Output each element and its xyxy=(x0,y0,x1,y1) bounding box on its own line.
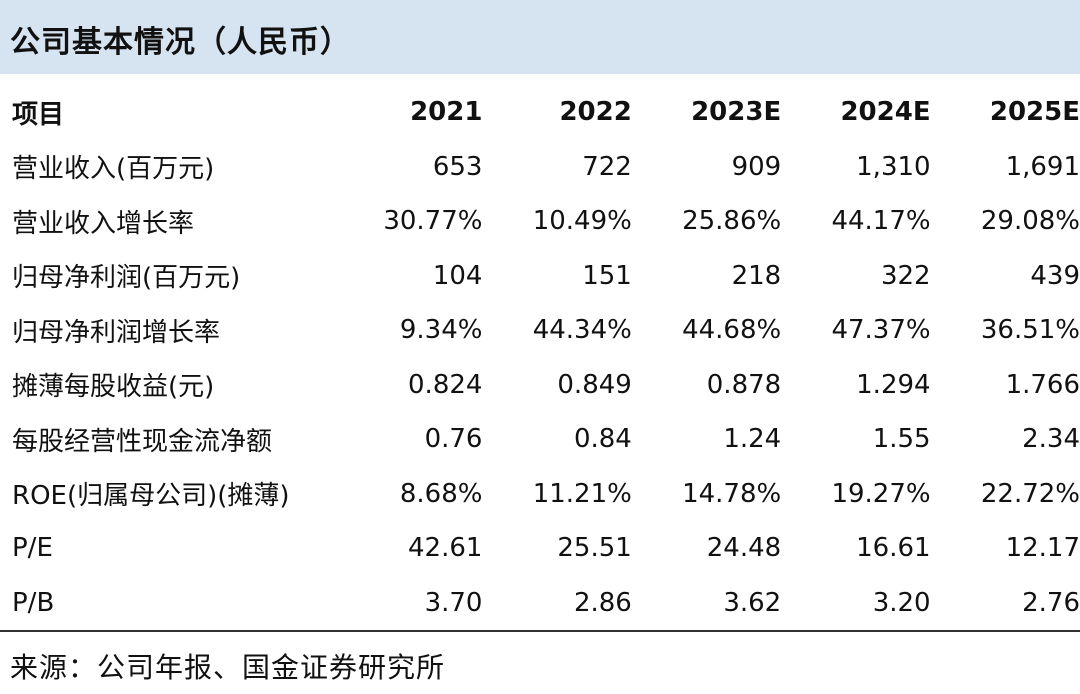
cell-value: 3.20 xyxy=(872,587,931,618)
table-row: P/E 42.61 25.51 24.48 16.61 12.17 xyxy=(0,521,1080,576)
table-row: 归母净利润增长率 9.34% 44.34% 44.68% 47.37% 36.5… xyxy=(0,303,1080,358)
cell-value: 1,691 xyxy=(1005,151,1080,182)
cell-value: 1.294 xyxy=(856,369,931,400)
cell-value: 44.17% xyxy=(831,206,931,237)
footer-divider xyxy=(0,630,1080,632)
table-row: ROE(归属母公司)(摊薄) 8.68% 11.21% 14.78% 19.27… xyxy=(0,467,1080,522)
cell-value: 29.08% xyxy=(980,206,1080,237)
cell-value: 19.27% xyxy=(831,478,931,509)
cell-value: 47.37% xyxy=(831,315,931,346)
cell-value: 44.34% xyxy=(532,315,632,346)
source-note: 来源：公司年报、国金证券研究所 xyxy=(10,651,446,684)
cell-value: 104 xyxy=(432,260,483,291)
row-label: 营业收入(百万元) xyxy=(12,154,215,185)
cell-value: 24.48 xyxy=(706,533,782,564)
cell-value: 151 xyxy=(582,260,632,291)
cell-value: 439 xyxy=(1030,260,1080,291)
cell-value: 1,310 xyxy=(856,151,931,182)
header-year-2023e: 2023E xyxy=(691,97,782,128)
header-year-2021: 2021 xyxy=(410,97,483,128)
row-label: P/B xyxy=(12,587,55,618)
cell-value: 909 xyxy=(731,151,782,182)
cell-value: 36.51% xyxy=(980,315,1080,346)
cell-value: 653 xyxy=(432,151,483,182)
row-label: P/E xyxy=(12,533,53,564)
cell-value: 25.51 xyxy=(557,533,632,564)
cell-value: 1.55 xyxy=(872,424,931,455)
cell-value: 3.70 xyxy=(424,587,483,618)
cell-value: 0.84 xyxy=(573,424,632,455)
table-row: P/B 3.70 2.86 3.62 3.20 2.76 xyxy=(0,576,1080,631)
table-row: 每股经营性现金流净额 0.76 0.84 1.24 1.55 2.34 xyxy=(0,412,1080,467)
cell-value: 10.49% xyxy=(532,206,632,237)
cell-value: 0.878 xyxy=(706,369,782,400)
header-year-2025e: 2025E xyxy=(989,97,1080,128)
cell-value: 16.61 xyxy=(856,533,931,564)
cell-value: 1.24 xyxy=(723,424,782,455)
cell-value: 0.824 xyxy=(408,369,483,400)
cell-value: 30.77% xyxy=(383,206,483,237)
financial-summary-table: 项目 2021 2022 2023E 2024E 2025E 营业收入(百万元)… xyxy=(0,85,1080,630)
cell-value: 322 xyxy=(880,260,931,291)
cell-value: 8.68% xyxy=(399,478,483,509)
cell-value: 2.34 xyxy=(1022,424,1080,455)
cell-value: 9.34% xyxy=(399,315,483,346)
cell-value: 12.17 xyxy=(1005,533,1080,564)
header-year-2022: 2022 xyxy=(559,97,632,128)
table-row: 营业收入增长率 30.77% 10.49% 25.86% 44.17% 29.0… xyxy=(0,194,1080,249)
cell-value: 0.849 xyxy=(557,369,632,400)
row-label: 营业收入增长率 xyxy=(12,208,195,239)
cell-value: 14.78% xyxy=(682,478,782,509)
cell-value: 2.86 xyxy=(573,587,632,618)
row-label: 归母净利润增长率 xyxy=(12,317,221,348)
cell-value: 722 xyxy=(582,151,632,182)
row-label: 每股经营性现金流净额 xyxy=(12,426,273,457)
table-title: 公司基本情况（人民币） xyxy=(10,25,351,60)
table-header-row: 项目 2021 2022 2023E 2024E 2025E xyxy=(0,85,1080,140)
cell-value: 11.21% xyxy=(532,478,632,509)
row-label: 归母净利润(百万元) xyxy=(12,263,241,294)
header-item: 项目 xyxy=(12,99,65,130)
cell-value: 42.61 xyxy=(408,533,483,564)
header-year-2024e: 2024E xyxy=(840,97,931,128)
cell-value: 1.766 xyxy=(1005,369,1080,400)
title-bar: 公司基本情况（人民币） xyxy=(0,0,1080,74)
cell-value: 2.76 xyxy=(1022,587,1080,618)
row-label: 摊薄每股收益(元) xyxy=(12,372,215,403)
table-row: 归母净利润(百万元) 104 151 218 322 439 xyxy=(0,249,1080,304)
cell-value: 0.76 xyxy=(424,424,483,455)
cell-value: 22.72% xyxy=(980,478,1080,509)
cell-value: 44.68% xyxy=(682,315,782,346)
row-label: ROE(归属母公司)(摊薄) xyxy=(12,481,290,512)
table-row: 摊薄每股收益(元) 0.824 0.849 0.878 1.294 1.766 xyxy=(0,358,1080,413)
cell-value: 218 xyxy=(731,260,782,291)
cell-value: 25.86% xyxy=(682,206,782,237)
table-row: 营业收入(百万元) 653 722 909 1,310 1,691 xyxy=(0,140,1080,195)
cell-value: 3.62 xyxy=(723,587,782,618)
